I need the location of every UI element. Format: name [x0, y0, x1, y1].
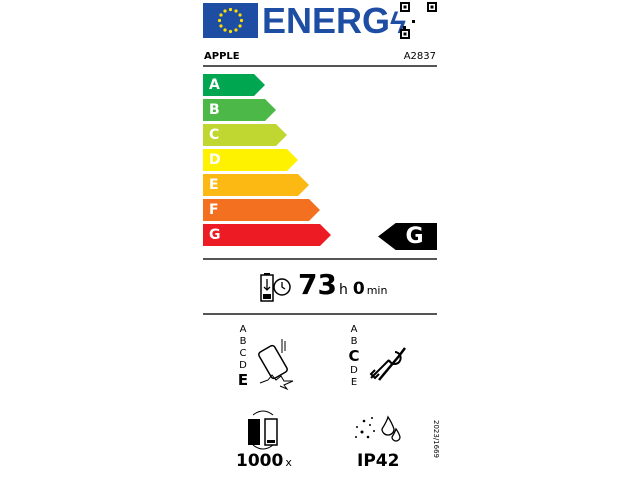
battery-cycles-value: 1000	[236, 451, 284, 471]
ip-rating: IP42	[357, 451, 400, 471]
hours-unit: h	[338, 282, 348, 298]
rating-arrow: G	[378, 223, 437, 250]
drop-class: D	[239, 360, 247, 371]
battery-cycles-icon	[248, 410, 278, 450]
divider	[203, 258, 437, 260]
battery-hours: 73	[298, 268, 337, 301]
drop-class: B	[239, 336, 247, 347]
energy-class-d: D	[203, 149, 298, 171]
eu-star-icon	[217, 18, 222, 23]
repair-class: B	[350, 336, 358, 347]
phone-drop-icon	[258, 339, 294, 390]
eu-star-icon	[223, 28, 227, 32]
energy-title: ENERGϟ	[262, 0, 406, 42]
drop-class: C	[239, 348, 247, 359]
regulation-number: 2023/1669	[432, 420, 440, 458]
divider	[203, 313, 437, 315]
energy-class-c: C	[203, 124, 287, 146]
energy-class-b: B	[203, 99, 276, 121]
repair-class: E	[350, 377, 358, 388]
battery-cycles: 1000 x	[236, 451, 294, 471]
brand-name: APPLE	[204, 51, 240, 62]
energy-class-e: E	[203, 174, 309, 196]
model-number: A2837	[403, 51, 436, 62]
eu-star-icon	[219, 24, 223, 28]
drop-class: E	[237, 371, 249, 389]
eu-star-icon	[234, 9, 238, 13]
eu-star-icon	[234, 28, 238, 32]
eu-star-icon	[238, 13, 242, 17]
repair-class: D	[350, 365, 358, 376]
energy-title-text: ENERG	[262, 0, 391, 41]
qr-code-icon[interactable]	[400, 2, 437, 39]
eu-star-icon	[228, 29, 233, 34]
battery-endurance: 73 h 0 min	[298, 268, 389, 301]
eu-star-icon	[223, 9, 227, 13]
eu-star-icon	[238, 24, 242, 28]
divider	[203, 65, 437, 67]
battery-minutes: 0	[352, 279, 365, 299]
energy-class-f: F	[203, 199, 320, 221]
eu-star-icon	[239, 18, 244, 23]
eu-star-icon	[219, 13, 223, 17]
repair-tools-icon	[369, 347, 406, 381]
battery-endurance-icon	[260, 273, 291, 302]
dust-water-icon	[355, 415, 401, 442]
eu-star-icon	[228, 7, 233, 12]
drop-class: A	[239, 324, 247, 335]
repair-class: C	[348, 347, 360, 365]
eu-flag	[203, 3, 258, 38]
energy-class-g: G	[203, 224, 331, 246]
eu-stars-icon	[217, 7, 244, 34]
repair-class: A	[350, 324, 358, 335]
minutes-unit: min	[366, 284, 388, 297]
energy-class-a: A	[203, 74, 265, 96]
battery-cycles-unit: x	[285, 456, 292, 469]
